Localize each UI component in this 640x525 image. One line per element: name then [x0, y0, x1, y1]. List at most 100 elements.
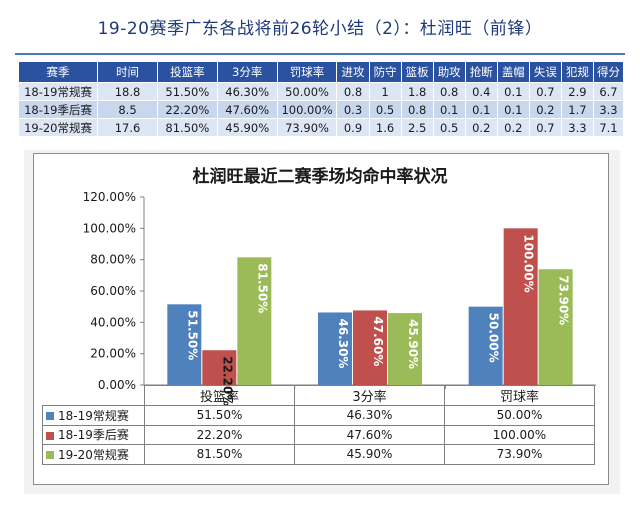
table-cell: 0.2	[496, 118, 530, 137]
title-underline	[15, 53, 625, 55]
stats-column-header: 得分	[592, 61, 625, 83]
x-tick-label: 3分率	[294, 385, 445, 406]
table-cell: 0.2	[464, 118, 498, 137]
stats-column-header: 时间	[97, 61, 158, 83]
stats-column-header: 抢断	[464, 61, 498, 83]
stats-column-header: 犯规	[560, 61, 594, 83]
table-cell: 81.50%	[144, 444, 295, 465]
bar	[468, 306, 503, 385]
data-label: 81.50%	[255, 263, 269, 313]
stats-column-header: 进攻	[336, 61, 370, 83]
table-cell: 18-19季后赛	[17, 100, 99, 119]
table-cell: 51.50%	[144, 405, 295, 426]
bar	[237, 257, 272, 385]
bar	[388, 313, 422, 385]
table-cell: 18-19常规赛	[17, 82, 99, 101]
data-label: 100.00%	[522, 234, 536, 292]
table-cell: 50.00%	[444, 405, 595, 426]
table-cell: 0.1	[496, 82, 530, 101]
stats-header-row: 赛季 时间 投篮率 3分率 罚球率 进攻 防守 篮板 助攻 抢断 盖帽 失误 犯规 得分	[17, 61, 625, 83]
stats-column-header: 3分率	[216, 61, 278, 83]
data-label: 73.90%	[557, 275, 571, 325]
table-cell: 0.3	[336, 100, 370, 119]
stats-column-header: 失误	[528, 61, 562, 83]
data-label: 51.50%	[185, 310, 199, 360]
table-cell: 3.3	[592, 100, 625, 119]
bar	[538, 269, 573, 385]
table-cell: 7.1	[592, 118, 625, 137]
table-cell: 45.90%	[294, 444, 445, 465]
chart-title: 杜润旺最近二赛季场均命中率状况	[192, 167, 448, 187]
data-label: 47.60%	[371, 316, 385, 366]
table-cell: 1.8	[400, 82, 434, 101]
table-cell: 18.8	[97, 82, 158, 101]
table-cell: 0.9	[336, 118, 370, 137]
table-cell: 0.8	[336, 82, 370, 101]
y-tick-label: 60.00%	[90, 284, 136, 298]
legend-key	[46, 431, 54, 440]
bar	[353, 310, 387, 385]
table-cell: 0.7	[528, 118, 562, 137]
legend-entry: 18-19常规赛	[42, 405, 145, 426]
table-cell: 22.20%	[156, 100, 218, 119]
table-row: 19-20常规赛 81.50% 45.90% 73.90%	[42, 444, 595, 465]
chart-data-table: 投篮率 3分率 罚球率 18-19常规赛 51.50% 46.30% 50.00% 18-19…	[42, 385, 595, 465]
stats-column-header: 篮板	[400, 61, 434, 83]
data-label: 50.00%	[487, 313, 501, 363]
table-cell: 0.5	[432, 118, 466, 137]
table-cell: 73.90%	[276, 118, 338, 137]
table-row: 19-20常规赛 17.6 81.50% 45.90% 73.90% 0.9 1.6 2.5 0…	[17, 118, 625, 137]
legend-key	[46, 412, 54, 421]
page-title: 19-20赛季广东各战将前26轮小结（2）：杜润旺（前锋）	[97, 19, 543, 39]
table-cell: 51.50%	[156, 82, 218, 101]
bar	[318, 312, 352, 385]
table-cell: 73.90%	[444, 444, 595, 465]
bar	[202, 350, 237, 385]
x-tick-label: 罚球率	[444, 385, 595, 406]
table-cell: 100.00%	[444, 424, 595, 445]
legend-entry: 19-20常规赛	[42, 444, 145, 465]
table-cell: 100.00%	[276, 100, 338, 119]
table-row: 18-19常规赛 18.8 51.50% 46.30% 50.00% 0.8 1 1.8 0.8…	[17, 82, 625, 101]
table-cell: 47.60%	[294, 424, 445, 445]
table-row: 18-19季后赛 22.20% 47.60% 100.00%	[42, 424, 595, 445]
y-tick-label: 40.00%	[90, 315, 136, 329]
legend-label: 18-19常规赛	[58, 408, 129, 423]
stats-column-header: 投篮率	[156, 61, 218, 83]
legend-entry: 18-19季后赛	[42, 424, 145, 445]
table-cell: 45.90%	[216, 118, 278, 137]
bar	[503, 228, 538, 385]
y-tick-label: 80.00%	[90, 253, 136, 267]
table-cell: 19-20常规赛	[17, 118, 99, 137]
table-cell: 0.1	[464, 100, 498, 119]
data-label: 45.90%	[406, 319, 420, 369]
table-cell: 81.50%	[156, 118, 218, 137]
table-cell: 22.20%	[144, 424, 295, 445]
stats-column-header: 防守	[368, 61, 402, 83]
table-cell: 1.7	[560, 100, 594, 119]
table-cell: 3.3	[560, 118, 594, 137]
table-cell: 46.30%	[294, 405, 445, 426]
legend-label: 19-20常规赛	[58, 447, 129, 462]
stats-column-header: 盖帽	[496, 61, 530, 83]
table-cell: 0.1	[432, 100, 466, 119]
x-tick-label: 投篮率	[144, 385, 295, 406]
y-tick-label: 20.00%	[90, 347, 136, 361]
bar	[167, 304, 202, 385]
table-cell: 2.9	[560, 82, 594, 101]
table-row: 18-19常规赛 51.50% 46.30% 50.00%	[42, 405, 595, 426]
data-label: 46.30%	[336, 318, 350, 368]
stats-column-header: 助攻	[432, 61, 466, 83]
y-tick-label: 120.00%	[83, 190, 136, 204]
table-cell	[42, 385, 145, 406]
table-cell: 1.6	[368, 118, 402, 137]
table-cell: 17.6	[97, 118, 158, 137]
table-cell: 0.1	[496, 100, 530, 119]
legend-label: 18-19季后赛	[58, 428, 129, 443]
table-cell: 0.5	[368, 100, 402, 119]
table-row: 投篮率 3分率 罚球率	[42, 385, 595, 406]
y-tick-label: 100.00%	[83, 221, 136, 235]
stats-column-header: 罚球率	[276, 61, 338, 83]
stats-table: 赛季 时间 投篮率 3分率 罚球率 进攻 防守 篮板 助攻 抢断 盖帽 失误 犯规 得分 18-19常规赛…	[17, 61, 625, 137]
legend-key	[46, 451, 54, 460]
